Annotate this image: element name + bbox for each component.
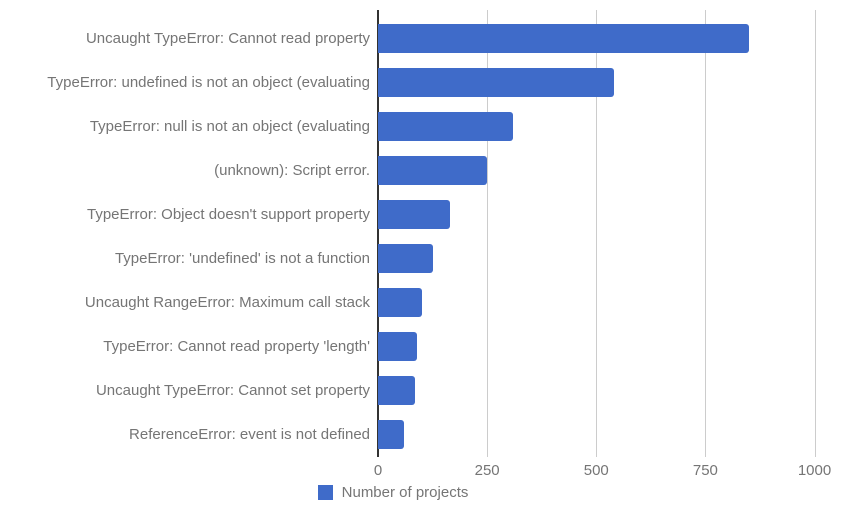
bar-row: ReferenceError: event is not defined [0, 412, 832, 456]
legend: Number of projects [0, 484, 854, 501]
category-label: ReferenceError: event is not defined [129, 425, 370, 443]
bar [378, 243, 433, 273]
bar [378, 199, 451, 229]
category-label: (unknown): Script error. [214, 161, 370, 179]
category-label: TypeError: null is not an object (evalua… [89, 117, 370, 135]
bar-row: (unknown): Script error. [0, 148, 832, 192]
bar [378, 111, 514, 141]
category-label: Uncaught TypeError: Cannot read property [85, 29, 370, 47]
legend-swatch-icon [317, 485, 333, 500]
x-axis-tick-label: 750 [692, 462, 718, 479]
category-label: TypeError: 'undefined' is not a function [114, 249, 370, 267]
bar [378, 67, 614, 97]
bar-rows: Uncaught TypeError: Cannot read property… [0, 16, 832, 456]
gridline [814, 10, 816, 457]
x-axis-tick-label: 1000 [797, 462, 832, 479]
bar-row: TypeError: Object doesn't support proper… [0, 192, 832, 236]
x-axis-tick-labels: 0 250 500 750 1000 [0, 462, 854, 482]
bar-row: TypeError: undefined is not an object (e… [0, 60, 832, 104]
category-label: TypeError: Object doesn't support proper… [86, 205, 370, 223]
plot-area [378, 10, 832, 457]
bar-row: TypeError: Cannot read property 'length' [0, 324, 832, 368]
x-axis-tick-label: 250 [474, 462, 500, 479]
bar [378, 287, 422, 317]
bar [378, 331, 418, 361]
x-axis-tick-label: 500 [583, 462, 609, 479]
legend-label: Number of projects [341, 484, 469, 501]
bar [378, 419, 405, 449]
category-label: TypeError: Cannot read property 'length' [103, 337, 370, 355]
bar-row: Uncaught TypeError: Cannot set property [0, 368, 832, 412]
bar [378, 23, 750, 53]
bar [378, 155, 488, 185]
category-label: Uncaught RangeError: Maximum call stack [84, 293, 370, 311]
bar-row: TypeError: 'undefined' is not a function [0, 236, 832, 280]
y-axis-baseline [377, 10, 379, 457]
category-label: TypeError: undefined is not an object (e… [47, 73, 370, 91]
bar-row: TypeError: null is not an object (evalua… [0, 104, 832, 148]
gridline [487, 10, 489, 457]
bar-row: Uncaught RangeError: Maximum call stack [0, 280, 832, 324]
bar-row: Uncaught TypeError: Cannot read property [0, 16, 832, 60]
gridline [705, 10, 707, 457]
x-axis-tick-label: 0 [373, 462, 383, 479]
gridline [596, 10, 598, 457]
category-label: Uncaught TypeError: Cannot set property [95, 381, 370, 399]
bar [378, 375, 416, 405]
